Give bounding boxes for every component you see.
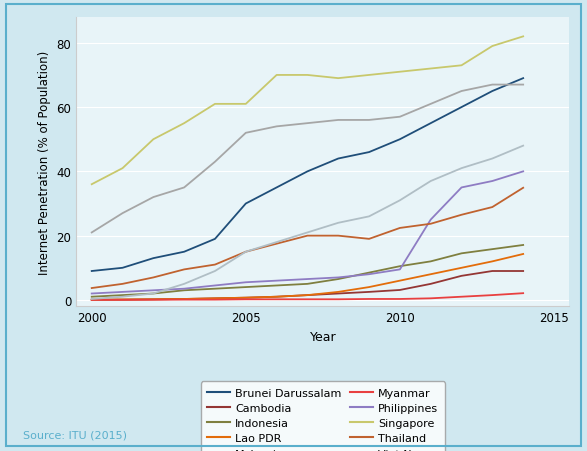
Text: Source: ITU (2015): Source: ITU (2015) [23, 430, 127, 440]
X-axis label: Year: Year [309, 330, 336, 343]
Legend: Brunei Darussalam, Cambodia, Indonesia, Lao PDR, Malaysia, Myanmar, Philippines,: Brunei Darussalam, Cambodia, Indonesia, … [201, 382, 445, 451]
Y-axis label: Internet Penetration (% of Population): Internet Penetration (% of Population) [38, 51, 51, 274]
